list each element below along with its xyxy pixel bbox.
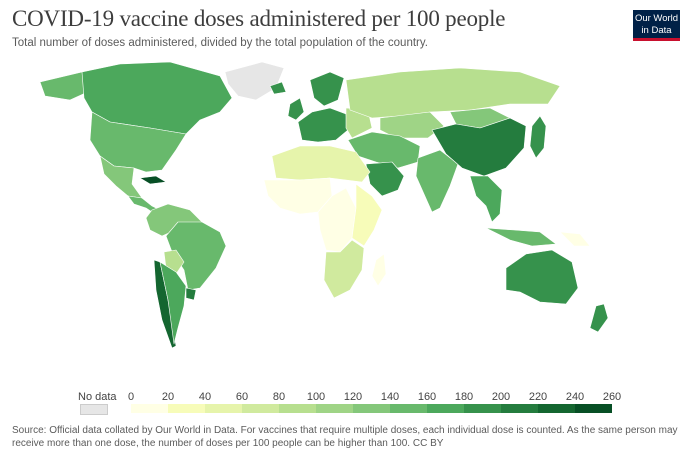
- legend-swatch[interactable]: [427, 404, 464, 413]
- region-indonesia[interactable]: [485, 227, 557, 247]
- color-legend: No data 0 20 40 60 80 100 120 140 160 180 200 220 24…: [0, 385, 693, 420]
- legend-no-data-label: No data: [78, 391, 117, 403]
- legend-swatch[interactable]: [205, 404, 242, 413]
- license-link[interactable]: CC BY: [412, 437, 444, 449]
- legend-swatch[interactable]: [538, 404, 575, 413]
- world-map: [39, 61, 609, 349]
- legend-swatch[interactable]: [242, 404, 279, 413]
- region-madagascar[interactable]: [371, 253, 387, 287]
- chart-subtitle: Total number of doses administered, divi…: [12, 37, 428, 49]
- legend-tick-label: 120: [343, 391, 363, 403]
- legend-swatch[interactable]: [131, 404, 168, 413]
- legend-swatch[interactable]: [316, 404, 353, 413]
- region-brazil[interactable]: [165, 221, 227, 291]
- region-uruguay[interactable]: [185, 287, 197, 301]
- region-southeast-asia[interactable]: [469, 175, 503, 223]
- source-note: Source: Official data collated by Our Wo…: [12, 425, 684, 450]
- legend-tick-label: 60: [235, 391, 249, 403]
- legend-tick-label: 0: [127, 391, 135, 403]
- region-kazakhstan[interactable]: [379, 111, 445, 139]
- region-japan[interactable]: [529, 115, 547, 159]
- legend-swatch[interactable]: [168, 404, 205, 413]
- region-papua-new-guinea[interactable]: [559, 231, 591, 247]
- legend-tick-label: 20: [161, 391, 175, 403]
- legend-swatch[interactable]: [575, 404, 612, 413]
- legend-no-data-swatch: [80, 404, 108, 415]
- region-alaska[interactable]: [39, 71, 93, 101]
- source-text: Source: Official data collated by Our Wo…: [12, 425, 678, 449]
- region-india[interactable]: [415, 149, 459, 213]
- region-russia[interactable]: [345, 67, 561, 119]
- region-southern-africa[interactable]: [323, 239, 365, 299]
- legend-swatch[interactable]: [353, 404, 390, 413]
- legend-tick-label: 180: [454, 391, 474, 403]
- region-uk-and-ireland[interactable]: [287, 97, 305, 121]
- region-argentina[interactable]: [159, 261, 187, 345]
- chart-title: COVID-19 vaccine doses administered per …: [12, 6, 506, 31]
- logo-line-2: in Data: [641, 25, 672, 36]
- region-greenland[interactable]: [224, 61, 285, 101]
- legend-tick-label: 220: [528, 391, 548, 403]
- region-new-zealand[interactable]: [589, 303, 609, 333]
- region-china[interactable]: [431, 117, 527, 177]
- region-north-africa[interactable]: [271, 145, 371, 183]
- legend-tick-label: 140: [380, 391, 400, 403]
- logo-line-1: Our World: [634, 13, 679, 24]
- legend-tick-label: 200: [491, 391, 511, 403]
- region-scandinavia[interactable]: [309, 71, 345, 107]
- legend-tick-label: 80: [272, 391, 286, 403]
- region-australia[interactable]: [505, 249, 579, 305]
- legend-swatch[interactable]: [390, 404, 427, 413]
- legend-tick-label: 40: [198, 391, 212, 403]
- region-iceland[interactable]: [269, 81, 287, 95]
- region-saudi-arabia[interactable]: [365, 161, 405, 197]
- owid-logo[interactable]: Our World in Data: [633, 10, 680, 41]
- legend-tick-label: 240: [565, 391, 585, 403]
- legend-swatch[interactable]: [501, 404, 538, 413]
- region-east-africa[interactable]: [351, 183, 383, 247]
- legend-swatch[interactable]: [464, 404, 501, 413]
- legend-tick-label: 160: [417, 391, 437, 403]
- region-western-europe[interactable]: [297, 107, 349, 143]
- legend-tick-label: 100: [306, 391, 326, 403]
- region-cuba[interactable]: [139, 175, 167, 185]
- legend-swatch[interactable]: [279, 404, 316, 413]
- region-united-states[interactable]: [89, 111, 187, 173]
- legend-tick-label: 260: [602, 391, 622, 403]
